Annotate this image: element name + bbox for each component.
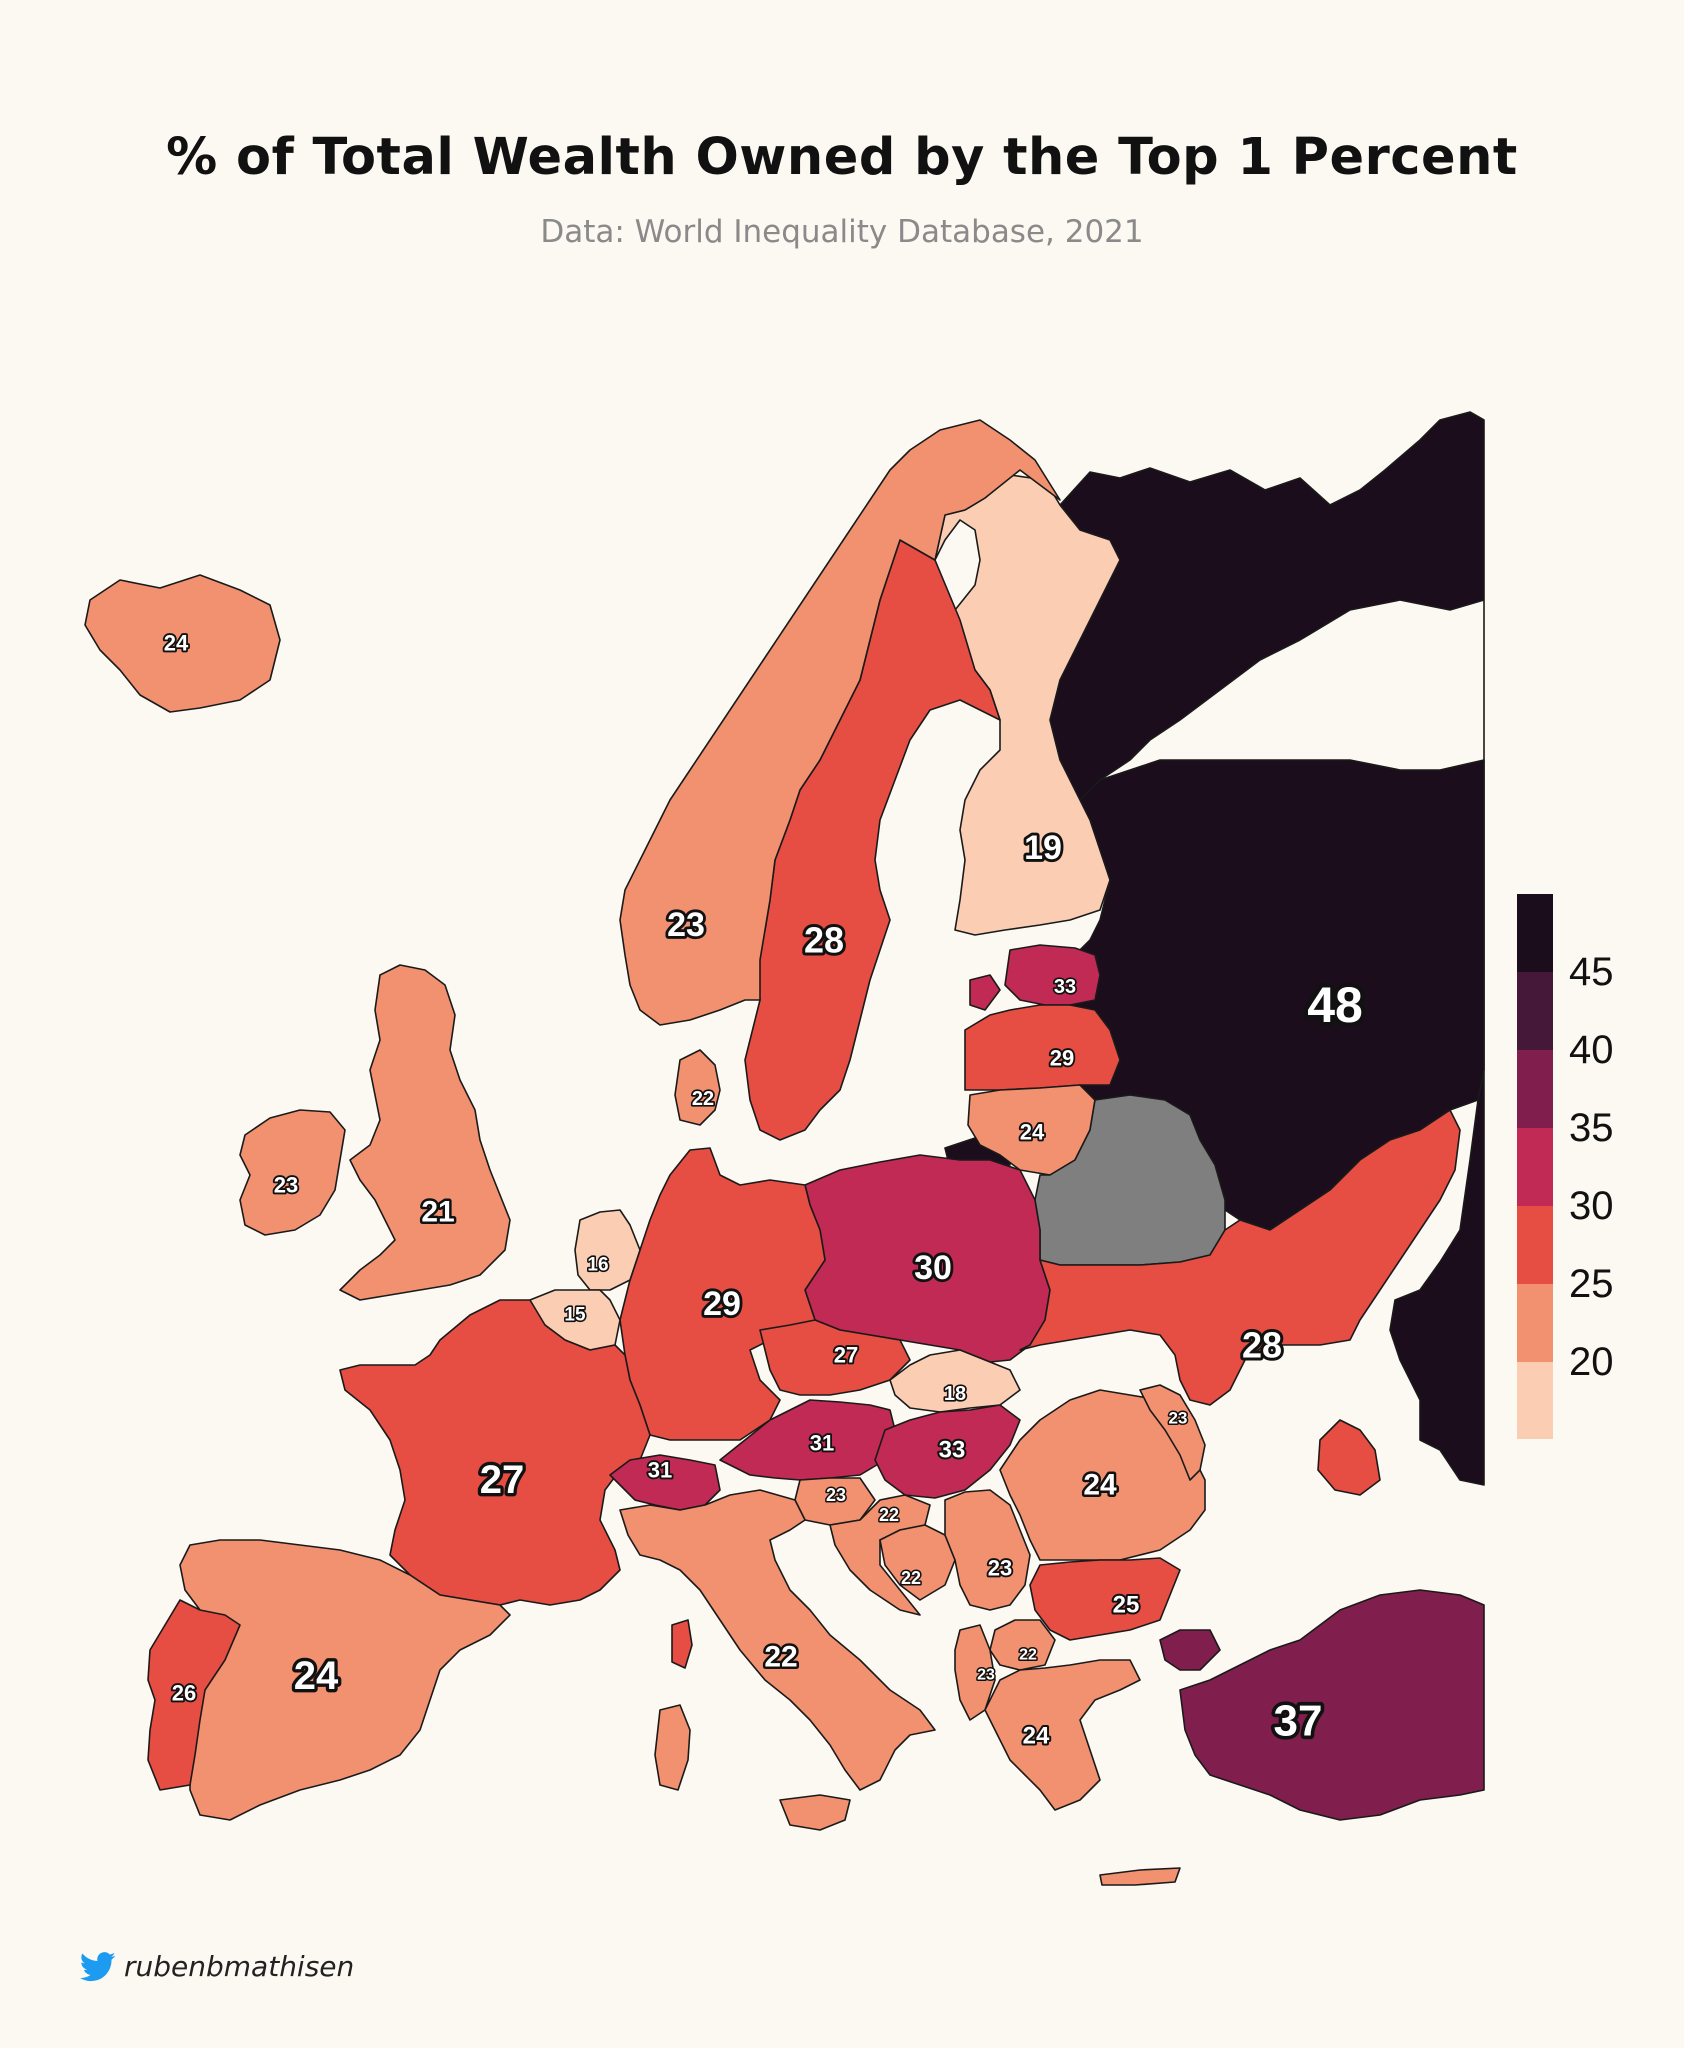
region-finland — [934, 474, 1121, 936]
region-netherlands — [574, 1209, 641, 1291]
legend-swatch-25-30 — [1517, 1206, 1553, 1284]
label-switzerland: 31 — [648, 1458, 672, 1483]
author-credit: rubenbmathisen — [80, 1950, 354, 1983]
region-italy-sicily — [779, 1794, 851, 1831]
label-albania: 23 — [977, 1667, 995, 1684]
label-slovenia: 23 — [826, 1485, 846, 1505]
region-italy — [619, 1489, 936, 1791]
region-greece-crete — [1099, 1867, 1181, 1886]
region-switzerland — [609, 1454, 721, 1511]
label-norway: 23 — [667, 906, 705, 944]
legend-tick-30: 30 — [1569, 1184, 1614, 1228]
region-ireland — [239, 1109, 346, 1236]
region-denmark — [674, 1049, 721, 1126]
label-austria: 31 — [810, 1431, 834, 1456]
legend-swatch-30-35 — [1517, 1128, 1553, 1206]
label-spain: 24 — [294, 1654, 339, 1698]
label-bosnia-and-herzegovina: 22 — [901, 1568, 921, 1588]
legend-tick-25: 25 — [1569, 1262, 1614, 1306]
legend-tick-40: 40 — [1569, 1028, 1614, 1072]
region-moldova — [1139, 1384, 1206, 1481]
region-greece — [984, 1659, 1141, 1811]
author-handle: rubenbmathisen — [124, 1950, 355, 1983]
label-ireland: 23 — [274, 1173, 298, 1198]
region-turkey-main — [1179, 1589, 1485, 1821]
label-north-macedonia: 22 — [1019, 1647, 1037, 1664]
region-slovakia — [889, 1349, 1021, 1413]
legend-swatch-20-25 — [1517, 1284, 1553, 1362]
region-germany — [619, 1147, 826, 1441]
legend-swatch-40-45 — [1517, 972, 1553, 1050]
legend-tick-20: 20 — [1569, 1340, 1614, 1384]
region-france — [339, 1299, 651, 1606]
label-croatia: 22 — [879, 1505, 899, 1525]
region-austria — [719, 1399, 896, 1481]
map-title: % of Total Wealth Owned by the Top 1 Per… — [166, 128, 1518, 187]
region-iceland — [84, 574, 281, 713]
region-north-macedonia — [989, 1619, 1056, 1671]
label-turkey: 37 — [1274, 1697, 1323, 1746]
label-iceland: 24 — [164, 631, 189, 656]
label-poland: 30 — [914, 1249, 952, 1287]
region-bosnia-and-herzegovina — [879, 1524, 956, 1601]
label-estonia: 33 — [1054, 976, 1076, 998]
label-greece: 24 — [1023, 1723, 1050, 1750]
label-portugal: 26 — [172, 1681, 196, 1706]
legend-swatch-below-20 — [1517, 1362, 1553, 1439]
legend-color-bar — [1517, 894, 1553, 1439]
label-lithuania: 24 — [1020, 1120, 1045, 1145]
region-ukraine-crimea — [1317, 1419, 1381, 1496]
label-sweden: 28 — [804, 920, 844, 961]
legend-tick-35: 35 — [1569, 1106, 1614, 1150]
region-romania — [999, 1389, 1206, 1561]
label-ukraine: 28 — [1242, 1325, 1282, 1366]
region-turkey — [1159, 1629, 1221, 1671]
legend-swatch-45plus — [1517, 894, 1553, 972]
region-united-kingdom — [339, 964, 511, 1301]
region-serbia — [944, 1489, 1031, 1611]
label-finland: 19 — [1024, 829, 1062, 867]
label-italy: 22 — [764, 1641, 797, 1674]
region-latvia — [964, 1004, 1121, 1091]
label-romania: 24 — [1083, 1469, 1117, 1502]
twitter-bird-icon — [80, 1951, 116, 1981]
region-bulgaria — [1029, 1557, 1181, 1641]
label-hungary: 33 — [939, 1437, 966, 1464]
label-moldova: 23 — [1169, 1409, 1188, 1428]
label-bulgaria: 25 — [1113, 1592, 1140, 1619]
region-ukraine — [1019, 1109, 1461, 1406]
label-united-kingdom: 21 — [421, 1196, 454, 1229]
label-germany: 29 — [703, 1285, 741, 1323]
label-slovakia: 18 — [944, 1383, 966, 1405]
region-hungary — [874, 1404, 1021, 1499]
label-france: 27 — [480, 1458, 525, 1502]
region-italy-sardinia — [654, 1704, 691, 1791]
region-estonia — [1004, 944, 1101, 1006]
region-albania — [954, 1624, 996, 1721]
region-norway — [619, 419, 1061, 1026]
label-serbia: 23 — [988, 1556, 1012, 1581]
label-belgium: 15 — [564, 1305, 586, 1326]
label-netherlands: 16 — [587, 1255, 608, 1276]
region-croatia — [829, 1494, 931, 1616]
label-czechia: 27 — [834, 1343, 858, 1368]
legend-swatch-35-40 — [1517, 1050, 1553, 1128]
map-subtitle: Data: World Inequality Database, 2021 — [540, 214, 1144, 250]
label-denmark: 22 — [692, 1088, 714, 1110]
region-estonia-isl — [969, 974, 1001, 1011]
legend-tick-45: 45 — [1569, 950, 1614, 994]
label-russia: 48 — [1307, 977, 1363, 1033]
region-portugal — [147, 1599, 241, 1791]
label-latvia: 29 — [1050, 1046, 1074, 1071]
region-france-corsica — [671, 1619, 693, 1669]
